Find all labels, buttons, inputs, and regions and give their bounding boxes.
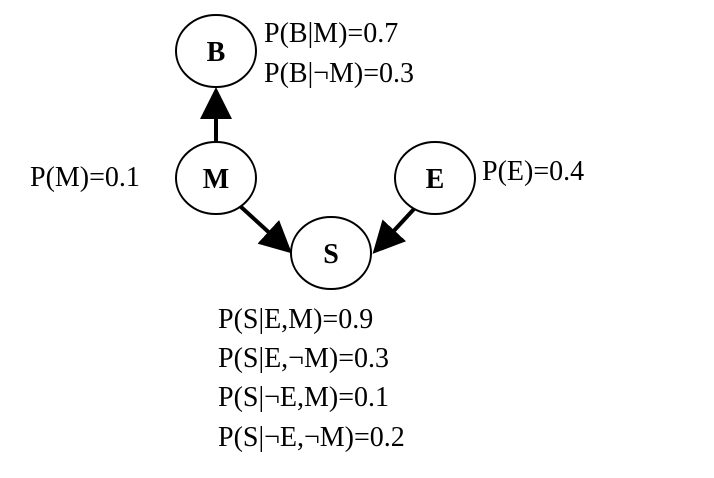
prob-s-given-e-not-m: P(S|E,¬M)=0.3 — [218, 343, 389, 374]
node-s: S — [290, 216, 372, 290]
node-m: M — [175, 141, 257, 215]
node-e: E — [394, 141, 476, 215]
node-m-label: M — [203, 164, 229, 195]
prob-s-given-not-e-m: P(S|¬E,M)=0.1 — [218, 382, 389, 413]
prob-b-given-m: P(B|M)=0.7 — [264, 18, 399, 49]
node-b-label: B — [207, 37, 226, 68]
prob-e: P(E)=0.4 — [482, 156, 585, 187]
edge-m-to-s — [238, 204, 292, 254]
prob-m: P(M)=0.1 — [30, 162, 140, 193]
node-e-label: E — [426, 164, 445, 195]
prob-b-given-not-m: P(B|¬M)=0.3 — [264, 58, 414, 89]
prob-s-given-e-m: P(S|E,M)=0.9 — [218, 304, 374, 335]
node-b: B — [175, 14, 257, 88]
prob-s-given-not-e-not-m: P(S|¬E,¬M)=0.2 — [218, 422, 405, 453]
node-s-label: S — [323, 239, 339, 270]
edge-e-to-s — [372, 207, 416, 254]
